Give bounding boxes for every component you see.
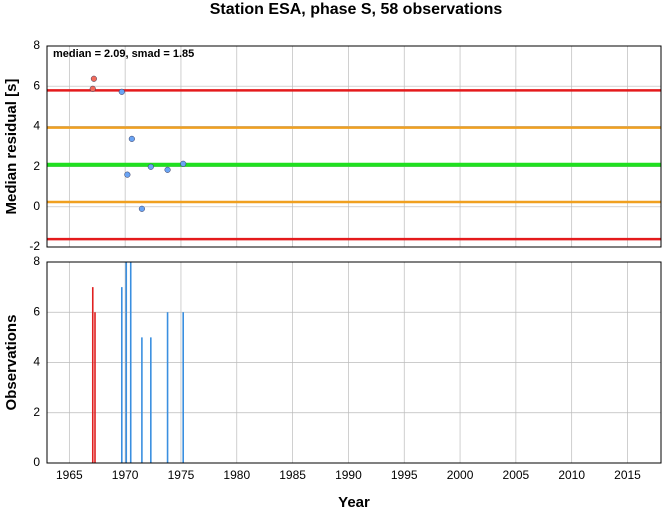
x-tick-label: 1990 [335, 468, 362, 482]
bar [94, 312, 96, 463]
frame [46, 261, 662, 464]
y-tick-label: 0 [33, 199, 40, 213]
y-tick-label: 0 [33, 455, 40, 469]
y-tick-label: 8 [33, 38, 40, 52]
point [89, 85, 96, 92]
x-tick-label: 2010 [558, 468, 585, 482]
bar [125, 262, 128, 463]
point [118, 88, 125, 95]
chart-title: Station ESA, phase S, 58 observations [210, 1, 503, 18]
x-tick-label: 1970 [112, 468, 139, 482]
y-axis-label: Median residual [s] [3, 79, 20, 215]
y-tick-label: 2 [33, 159, 40, 173]
x-tick-label: 1995 [391, 468, 418, 482]
y-tick-label: 4 [33, 355, 40, 369]
bar [129, 262, 132, 463]
point [128, 135, 135, 142]
y-axis-label: Observations [3, 315, 20, 411]
bar [141, 337, 143, 463]
point [90, 75, 97, 82]
y-tick-label: 8 [33, 254, 40, 268]
point [124, 171, 131, 178]
annotation: median = 2.09, smad = 1.85 [53, 48, 194, 60]
x-tick-label: 1980 [223, 468, 250, 482]
bar [150, 337, 152, 463]
x-tick-label: 2000 [447, 468, 474, 482]
y-tick-label: -2 [29, 239, 40, 253]
point [138, 205, 145, 212]
point [147, 163, 154, 170]
x-tick-label: 1965 [56, 468, 83, 482]
bar [120, 287, 123, 463]
y-tick-label: 6 [33, 78, 40, 92]
x-tick-label: 1985 [279, 468, 306, 482]
y-tick-label: 4 [33, 119, 40, 133]
bar [91, 287, 94, 463]
bar [182, 312, 184, 463]
x-tick-label: 1975 [168, 468, 195, 482]
x-tick-label: 2005 [503, 468, 530, 482]
point [164, 166, 171, 173]
x-tick-label: 2015 [614, 468, 641, 482]
x-axis-label: Year [338, 494, 370, 511]
point [180, 160, 187, 167]
y-tick-label: 2 [33, 405, 40, 419]
y-tick-label: 6 [33, 304, 40, 318]
frame [46, 45, 662, 248]
bar [166, 312, 169, 463]
